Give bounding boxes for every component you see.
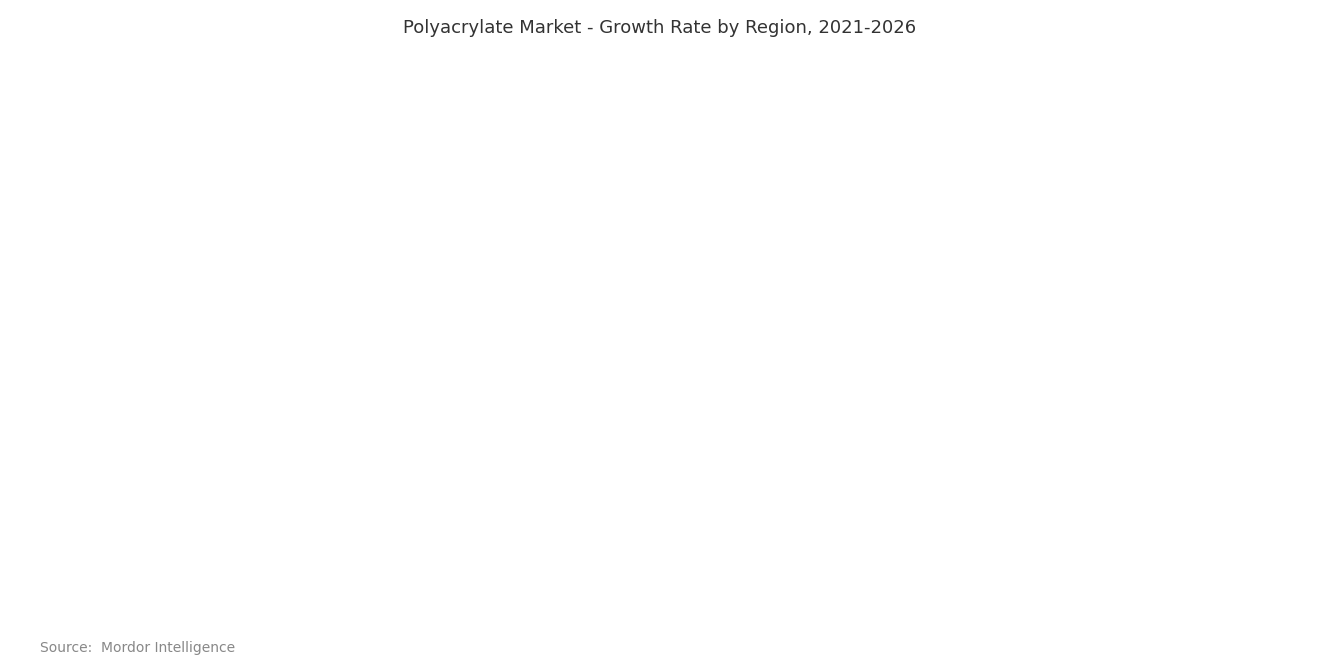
Text: Source:  Mordor Intelligence: Source: Mordor Intelligence — [40, 640, 235, 655]
Text: Polyacrylate Market - Growth Rate by Region, 2021-2026: Polyacrylate Market - Growth Rate by Reg… — [404, 19, 916, 37]
